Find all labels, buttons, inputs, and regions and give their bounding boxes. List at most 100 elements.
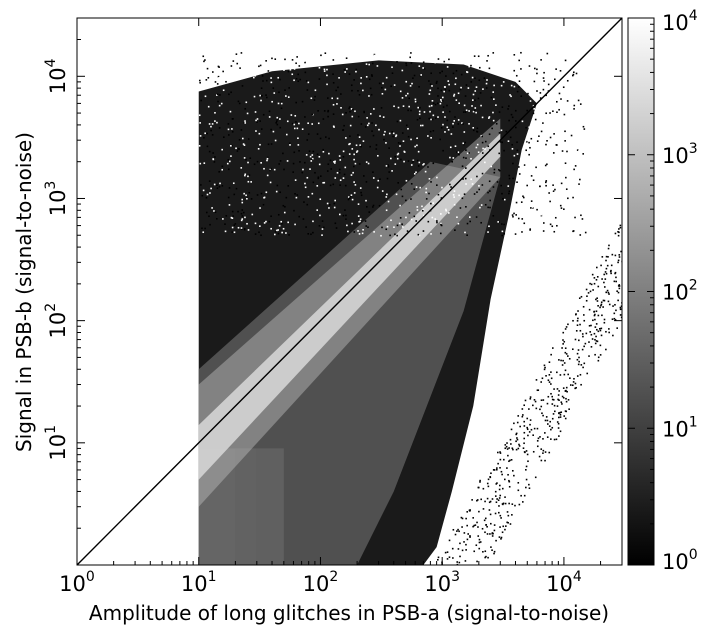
- density-speckle: [232, 117, 234, 120]
- density-speckle: [572, 71, 575, 74]
- density-speckle: [313, 99, 316, 101]
- density-speckle: [446, 558, 449, 560]
- density-speckle: [488, 180, 491, 183]
- density-speckle: [454, 116, 456, 118]
- density-speckle: [535, 407, 538, 410]
- density-speckle: [491, 532, 494, 535]
- density-speckle: [556, 421, 559, 423]
- density-speckle: [515, 433, 517, 436]
- density-speckle: [562, 60, 565, 62]
- density-speckle: [249, 157, 252, 159]
- density-wedge: [198, 161, 501, 565]
- density-speckle: [472, 110, 475, 113]
- density-speckle: [567, 355, 569, 357]
- density-speckle: [566, 150, 568, 153]
- density-speckle: [458, 194, 460, 197]
- density-speckle: [372, 177, 375, 179]
- density-speckle: [294, 223, 296, 226]
- density-speckle: [367, 162, 370, 165]
- density-speckle: [468, 110, 470, 112]
- density-speckle: [562, 339, 564, 341]
- density-speckle: [407, 135, 410, 138]
- density-speckle: [273, 168, 276, 171]
- density-speckle: [321, 220, 324, 222]
- density-speckle: [557, 394, 560, 396]
- density-speckle: [540, 190, 542, 193]
- density-speckle: [503, 478, 506, 481]
- y-tick-label-group: 104: [43, 58, 70, 94]
- density-speckle: [294, 193, 296, 195]
- density-speckle: [507, 108, 509, 110]
- density-speckle: [390, 85, 392, 88]
- density-speckle: [560, 98, 562, 100]
- density-speckle: [439, 232, 442, 235]
- density-speckle: [536, 109, 539, 112]
- density-speckle: [481, 527, 484, 530]
- density-speckle: [468, 122, 470, 125]
- density-speckle: [214, 84, 217, 87]
- density-speckle: [369, 113, 372, 115]
- density-speckle: [526, 184, 528, 187]
- density-speckle: [344, 184, 347, 187]
- density-speckle: [240, 167, 243, 169]
- density-speckle: [548, 451, 551, 454]
- density-speckle: [251, 213, 254, 216]
- density-speckle: [605, 348, 607, 351]
- x-tick-label: 100: [59, 569, 95, 596]
- density-speckle: [282, 152, 284, 155]
- density-speckle: [558, 390, 560, 392]
- density-speckle: [304, 186, 307, 189]
- density-speckle: [230, 155, 232, 157]
- density-speckle: [608, 303, 611, 306]
- density-speckle: [488, 117, 490, 119]
- density-speckle: [269, 64, 271, 67]
- density-speckle: [469, 535, 471, 537]
- density-speckle: [603, 273, 606, 276]
- density-speckle: [604, 278, 607, 280]
- density-speckle: [530, 200, 533, 202]
- density-speckle: [476, 560, 478, 563]
- density-speckle: [485, 87, 488, 89]
- density-speckle: [525, 478, 528, 481]
- density-speckle: [466, 511, 469, 513]
- density-speckle: [240, 219, 243, 222]
- density-speckle: [243, 228, 246, 230]
- density-speckle: [498, 132, 501, 134]
- density-speckle: [207, 65, 209, 67]
- density-speckle: [510, 428, 513, 431]
- density-speckle: [529, 397, 532, 400]
- density-speckle: [453, 196, 455, 198]
- density-speckle: [418, 161, 421, 164]
- density-speckle: [493, 552, 495, 555]
- density-speckle: [244, 174, 246, 177]
- density-speckle: [596, 276, 599, 278]
- density-speckle: [274, 63, 277, 65]
- density-speckle: [460, 516, 463, 519]
- density-speckle: [333, 202, 336, 205]
- density-speckle: [561, 364, 564, 366]
- density-speckle: [561, 403, 563, 405]
- density-speckle: [481, 152, 484, 154]
- density-speckle: [550, 392, 552, 395]
- density-speckle: [536, 72, 538, 75]
- density-speckle: [558, 359, 560, 361]
- density-speckle: [554, 216, 557, 219]
- density-speckle: [538, 135, 540, 137]
- density-speckle: [551, 97, 553, 99]
- density-speckle: [305, 226, 307, 228]
- density-speckle: [444, 551, 447, 554]
- density-speckle: [490, 165, 493, 168]
- density-speckle: [556, 111, 558, 114]
- density-speckle: [339, 159, 342, 161]
- density-speckle: [326, 202, 329, 205]
- density-speckle: [455, 99, 458, 101]
- density-speckle: [595, 298, 597, 301]
- density-speckle: [447, 129, 450, 131]
- density-speckle: [571, 74, 574, 77]
- density-speckle: [259, 64, 262, 67]
- density-speckle: [360, 82, 362, 85]
- density-speckle: [392, 135, 394, 138]
- density-speckle: [263, 222, 266, 224]
- density-speckle: [490, 472, 492, 475]
- density-speckle: [457, 528, 459, 531]
